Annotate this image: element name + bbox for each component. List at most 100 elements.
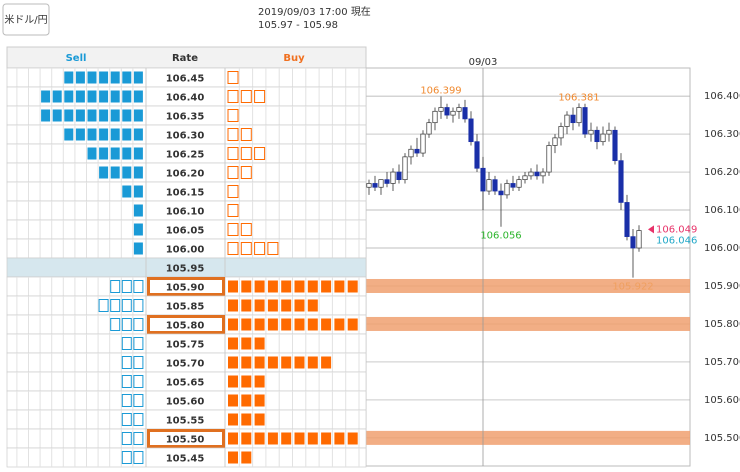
sell-square: [41, 109, 51, 122]
buy-square: [241, 375, 252, 388]
rate: 105.80: [166, 321, 205, 332]
rate: 105.65: [166, 378, 205, 389]
sell-square: [122, 185, 132, 198]
buy-square: [334, 432, 345, 445]
buy-square: [227, 71, 239, 84]
buy-square: [281, 318, 292, 331]
sell-square: [133, 451, 144, 464]
sell-square: [121, 318, 132, 331]
sell-square: [110, 299, 121, 312]
rate-highlight: [147, 277, 225, 296]
candle-body: [552, 137, 558, 146]
y-tick-label: 106.100: [704, 205, 740, 216]
sell-square: [121, 280, 132, 293]
sell-square: [87, 109, 97, 122]
sell-square: [41, 90, 51, 103]
candle-body: [432, 110, 438, 124]
candle-body: [528, 171, 534, 177]
candle-body: [504, 183, 510, 196]
sell-square: [133, 109, 143, 122]
buy-square: [307, 299, 318, 312]
pair-label[interactable]: 米ドル/円: [4, 13, 47, 26]
buy-square: [254, 299, 265, 312]
rate-band: [366, 278, 690, 293]
sell-square: [133, 299, 144, 312]
candle-body: [540, 171, 546, 177]
sell-square: [133, 223, 143, 236]
buy-square: [241, 451, 252, 464]
sell-square: [99, 109, 109, 122]
sell-square: [121, 432, 132, 445]
sell-square: [75, 109, 85, 122]
candle-body: [426, 122, 432, 135]
y-tick-label: 105.700: [704, 357, 740, 368]
buy-square: [294, 356, 305, 369]
candle-body: [372, 183, 378, 188]
bid-label: 106.049: [656, 224, 697, 235]
buy-square: [241, 432, 252, 445]
sell-square: [122, 109, 132, 122]
candle-body: [534, 171, 540, 177]
sell-square: [110, 128, 120, 141]
chart-area: [365, 67, 691, 467]
rate: 106.10: [166, 207, 205, 218]
rate: 105.85: [166, 302, 205, 313]
sell-square: [110, 147, 120, 160]
candle-body: [456, 107, 462, 112]
sell-square: [122, 166, 132, 179]
sell-square: [133, 147, 143, 160]
sell-square: [122, 147, 132, 160]
rate: 106.05: [166, 226, 205, 237]
buy-square: [240, 166, 252, 179]
pair-button[interactable]: [2, 3, 50, 36]
rate: 105.90: [166, 283, 205, 294]
candle-body: [378, 179, 384, 188]
rate: 106.35: [166, 112, 205, 123]
y-tick-label: 106.300: [704, 129, 740, 140]
rate: 105.55: [166, 416, 205, 427]
sell-square: [133, 71, 143, 84]
sell-square: [64, 109, 74, 122]
buy-square: [227, 223, 239, 236]
y-tick-label: 106.000: [704, 243, 740, 254]
buy-square: [254, 432, 265, 445]
buy-square: [228, 318, 238, 331]
candle-body: [522, 175, 528, 181]
candle-body: [438, 107, 444, 112]
sell-square: [64, 90, 74, 103]
buy-square: [321, 280, 332, 293]
buy-square: [254, 394, 265, 407]
sell-square: [121, 413, 132, 426]
buy-square: [228, 280, 238, 293]
candle-body: [606, 129, 612, 135]
y-tick-label: 105.900: [704, 281, 740, 292]
y-tick-label: 105.500: [704, 433, 740, 444]
sell-square: [133, 394, 144, 407]
buy-square: [347, 432, 358, 445]
buy-square: [281, 280, 292, 293]
sell-square: [87, 147, 97, 160]
y-tick-label: 105.800: [704, 319, 740, 330]
sell-square: [99, 128, 109, 141]
buy-square: [254, 90, 266, 103]
buy-square: [227, 242, 239, 255]
candle-body: [546, 145, 552, 173]
ask-label: 106.046: [656, 236, 697, 247]
buy-square: [281, 356, 292, 369]
buy-square: [334, 318, 345, 331]
sell-square: [99, 147, 109, 160]
timestamp: 2019/09/03 17:00 現在: [258, 6, 371, 18]
rate: 106.00: [166, 245, 205, 256]
buy-square: [321, 356, 332, 369]
candle-body: [558, 126, 564, 139]
candle-body: [390, 171, 396, 184]
buy-square: [321, 432, 332, 445]
candle-body: [576, 107, 582, 124]
candle-body: [486, 179, 492, 192]
sell-square: [87, 90, 97, 103]
candle-body: [420, 133, 426, 154]
sell-header: Sell: [66, 53, 87, 64]
buy-square: [228, 299, 238, 312]
sell-square: [133, 166, 143, 179]
